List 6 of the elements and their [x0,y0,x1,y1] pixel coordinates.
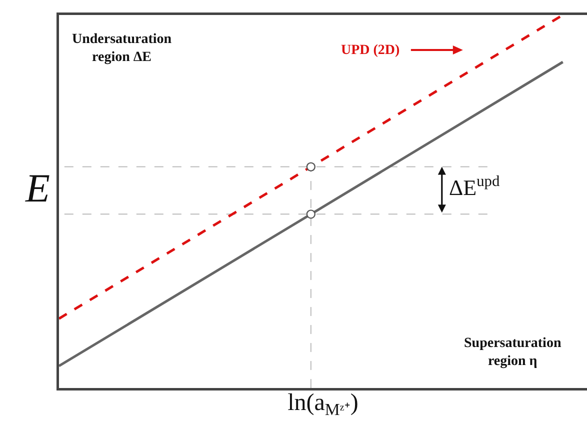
y-axis-title: E [24,166,50,210]
legend-label: UPD (2D) [341,43,400,58]
annotation: Supersaturation region η [464,336,562,370]
x-axis-title: ln(a$_{Mᶻ⁺}$) [288,390,358,420]
annotation: Undersaturation region ΔE [72,32,172,66]
annotation: ΔE$^{upd}$ [449,173,500,200]
